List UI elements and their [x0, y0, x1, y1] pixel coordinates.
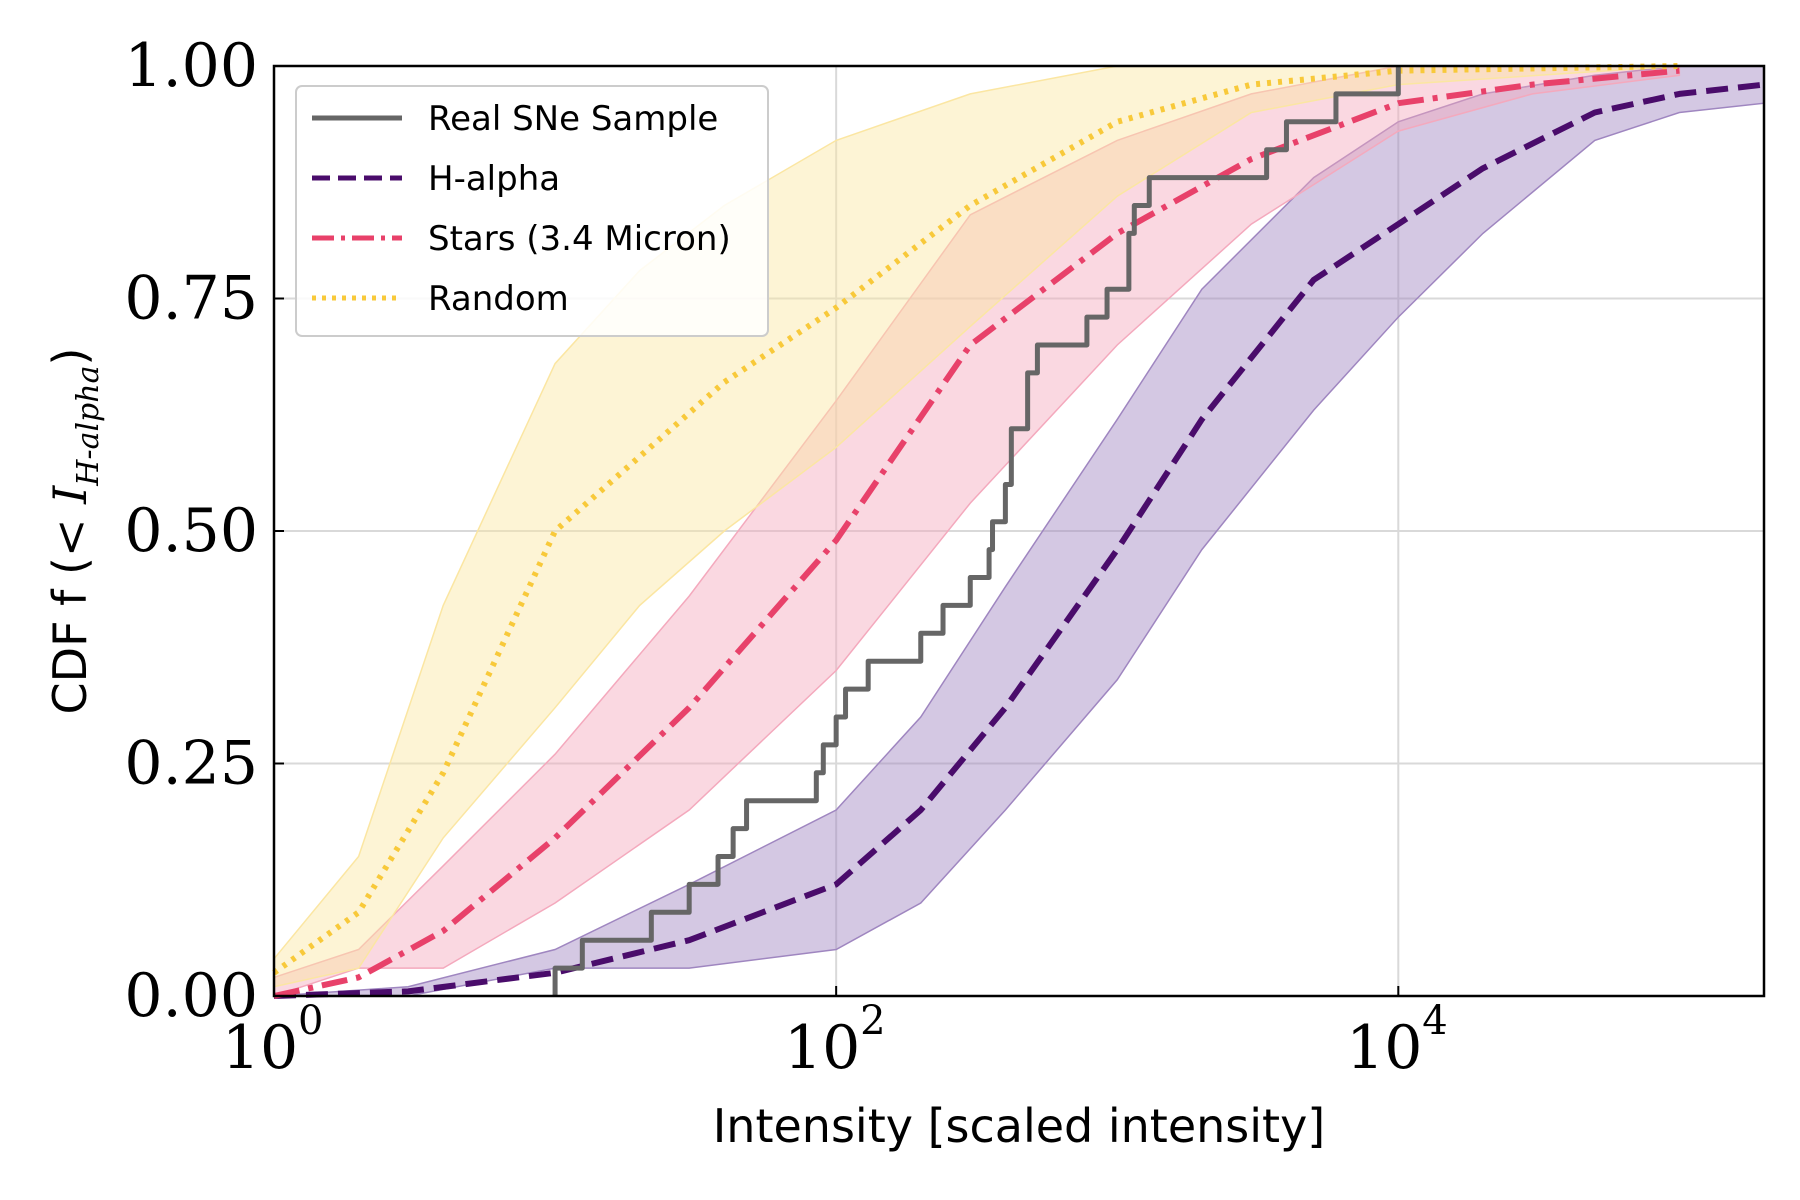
legend-label-real-sne: Real SNe Sample — [428, 99, 718, 139]
y-tick-label: 0.25 — [124, 729, 258, 799]
x-tick-label: 10 — [784, 1013, 860, 1083]
x-tick-exponent: 2 — [860, 998, 885, 1044]
x-tick-label: 10 — [1346, 1013, 1422, 1083]
legend-label-random: Random — [428, 279, 569, 319]
line-stars-3-4-micron — [273, 67, 1680, 999]
line-h-alpha — [273, 81, 1765, 999]
y-axis-label-sub: H-alpha — [71, 366, 106, 487]
legend-box — [295, 85, 769, 337]
line-real-sne-sample — [552, 66, 1401, 996]
legend-label-h-alpha: H-alpha — [428, 159, 560, 199]
y-axis-label: CDF f (< IH-alpha) — [43, 348, 106, 715]
series-lines — [272, 63, 1765, 999]
y-axis-label-prefix: CDF f ( — [43, 557, 97, 714]
line-random — [272, 63, 1680, 976]
y-tick-label: 0.00 — [124, 961, 258, 1031]
y-axis-label-suffix: ) — [43, 348, 97, 366]
y-axis-label-math: < I — [43, 485, 97, 557]
legend-label-stars: Stars (3.4 Micron) — [428, 219, 731, 259]
y-tick-label: 0.50 — [124, 496, 258, 566]
x-tick-label: 10 — [222, 1013, 298, 1083]
legend: Real SNe Sample H-alpha Stars (3.4 Micro… — [295, 85, 769, 337]
y-tick-label: 1.00 — [124, 31, 258, 101]
x-tick-exponent: 4 — [1422, 998, 1447, 1044]
x-tick-exponent: 0 — [298, 998, 323, 1044]
y-tick-label: 0.75 — [124, 264, 258, 334]
x-axis-label: Intensity [scaled intensity] — [713, 1099, 1326, 1153]
band-stars-3-4-micron — [273, 65, 1681, 998]
